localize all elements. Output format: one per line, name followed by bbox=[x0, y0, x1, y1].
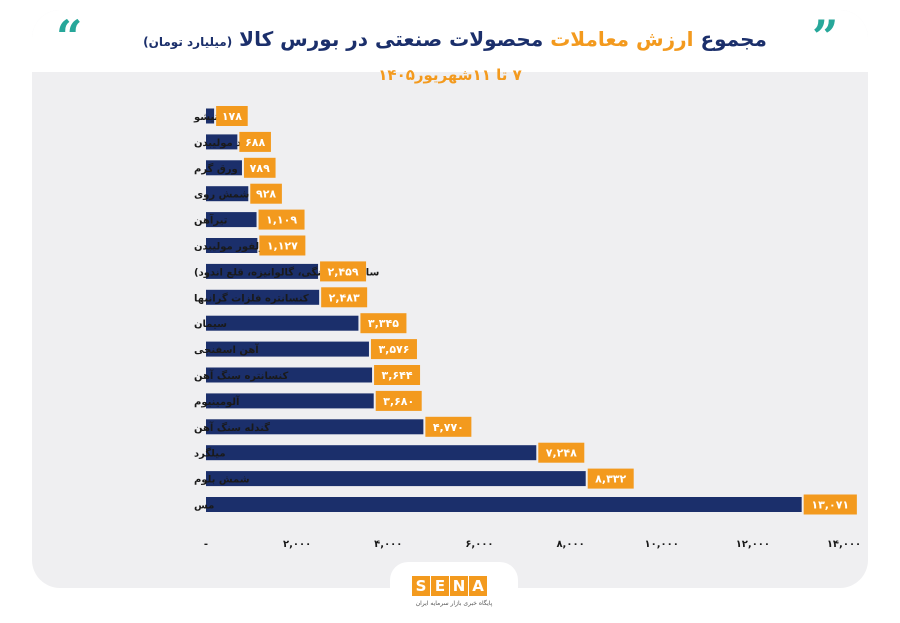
value-box bbox=[243, 157, 276, 178]
value-label: ۳,۶۴۴ bbox=[382, 369, 413, 382]
bar-16 bbox=[206, 497, 802, 512]
category-label: اکسید مولیبدن bbox=[194, 138, 265, 149]
category-label: سولفور مولیبدن bbox=[194, 242, 275, 253]
logo-tagline: پایگاه خبری بازار سرمایه ایران bbox=[415, 600, 493, 607]
x-tick-label: ۴,۰۰۰ bbox=[374, 539, 402, 550]
category-label: کنسانتره سنگ آهن bbox=[194, 369, 288, 382]
value-label: ۱,۱۲۷ bbox=[267, 240, 298, 253]
category-label: تیشو bbox=[193, 112, 219, 123]
value-label: ۶۸۸ bbox=[245, 136, 265, 149]
value-label: ۸,۳۳۲ bbox=[595, 473, 626, 486]
bar-10 bbox=[206, 341, 369, 357]
bar-4 bbox=[206, 186, 249, 202]
x-tick-label: ۱۰,۰۰۰ bbox=[645, 539, 679, 550]
logo-letter-a: A bbox=[469, 576, 487, 596]
x-tick-label: - bbox=[204, 539, 208, 550]
category-label: تیرآهن bbox=[194, 214, 228, 227]
value-label: ۱,۱۰۹ bbox=[266, 214, 297, 227]
bar-5 bbox=[206, 212, 257, 228]
value-box bbox=[375, 390, 422, 411]
value-box bbox=[239, 131, 271, 152]
value-box bbox=[216, 106, 248, 126]
value-label: ۳,۵۷۶ bbox=[378, 343, 409, 356]
bar-11 bbox=[206, 367, 373, 383]
x-tick-label: ۲,۰۰۰ bbox=[283, 539, 311, 550]
category-label: سیمان bbox=[194, 319, 227, 330]
bar-2 bbox=[206, 134, 238, 150]
value-box bbox=[321, 287, 368, 308]
x-tick-label: ۱۴,۰۰۰ bbox=[827, 539, 861, 550]
sena-logo: S E N A bbox=[412, 576, 487, 598]
value-label: ۴,۷۷۰ bbox=[433, 421, 464, 434]
value-label: ۳,۶۸۰ bbox=[383, 395, 414, 408]
category-label: کنسانتره فلزات گرانبها bbox=[194, 291, 309, 304]
value-label: ۱۳,۰۷۱ bbox=[811, 499, 849, 512]
logo-letter-s: S bbox=[412, 576, 430, 596]
value-label: ۳,۳۴۵ bbox=[368, 317, 399, 330]
close-quote-icon: ” bbox=[812, 10, 839, 64]
value-box bbox=[374, 365, 421, 385]
value-label: ۲,۴۸۳ bbox=[329, 291, 360, 304]
value-box bbox=[258, 209, 305, 230]
value-box bbox=[250, 183, 282, 204]
bar-13 bbox=[206, 419, 424, 435]
category-label: گندله سنگ آهن bbox=[194, 421, 270, 434]
value-box bbox=[803, 494, 857, 515]
value-box bbox=[587, 468, 634, 489]
category-label: شمش بلوم bbox=[194, 475, 250, 486]
value-box bbox=[370, 339, 417, 360]
category-label: آهن اسفنجی bbox=[194, 343, 259, 356]
logo-letter-n: N bbox=[450, 576, 468, 596]
value-label: ۷۸۹ bbox=[250, 162, 270, 175]
bar-6 bbox=[206, 238, 258, 253]
bar-9 bbox=[206, 315, 359, 331]
value-box bbox=[538, 442, 585, 463]
category-label: شمش روی bbox=[194, 190, 249, 201]
bar-7 bbox=[206, 263, 319, 279]
bar-12 bbox=[206, 393, 374, 409]
category-label: میلگرد bbox=[194, 447, 226, 460]
x-tick-label: ۶,۰۰۰ bbox=[465, 539, 493, 550]
title-rest: محصولات صنعتی در بورس کالا bbox=[239, 27, 544, 51]
x-tick-label: ۱۲,۰۰۰ bbox=[736, 539, 770, 550]
logo-letter-e: E bbox=[431, 576, 449, 596]
value-label: ۱۷۸ bbox=[222, 110, 242, 123]
title-main: مجموع bbox=[700, 27, 767, 51]
bar-1 bbox=[206, 108, 215, 124]
value-label: ۷,۲۴۸ bbox=[546, 447, 577, 460]
category-label: ورق گرم bbox=[194, 162, 238, 175]
bar-14 bbox=[206, 445, 537, 461]
x-tick-label: ۸,۰۰۰ bbox=[556, 539, 584, 550]
chart-header bbox=[32, 10, 868, 72]
chart-title: مجموع ارزش معاملات محصولات صنعتی در بورس… bbox=[110, 27, 800, 51]
open-quote-icon: “ bbox=[56, 10, 83, 64]
title-unit: (میلیارد تومان) bbox=[143, 35, 233, 49]
value-label: ۲,۴۵۹ bbox=[328, 265, 359, 278]
category-label: آلومینیوم bbox=[194, 395, 240, 408]
bar-15 bbox=[206, 471, 586, 487]
value-box bbox=[320, 261, 367, 282]
chart-card bbox=[32, 10, 868, 588]
bar-8 bbox=[206, 289, 320, 305]
title-highlight: ارزش معاملات bbox=[550, 27, 694, 51]
category-label: مس bbox=[194, 501, 214, 512]
value-label: ۹۲۸ bbox=[256, 188, 276, 201]
bar-3 bbox=[206, 160, 242, 176]
value-box bbox=[425, 416, 472, 437]
chart-subtitle: ۷ تا ۱۱شهریور۱۴۰۵ bbox=[378, 66, 522, 84]
value-box bbox=[360, 313, 407, 334]
value-box bbox=[259, 235, 306, 256]
